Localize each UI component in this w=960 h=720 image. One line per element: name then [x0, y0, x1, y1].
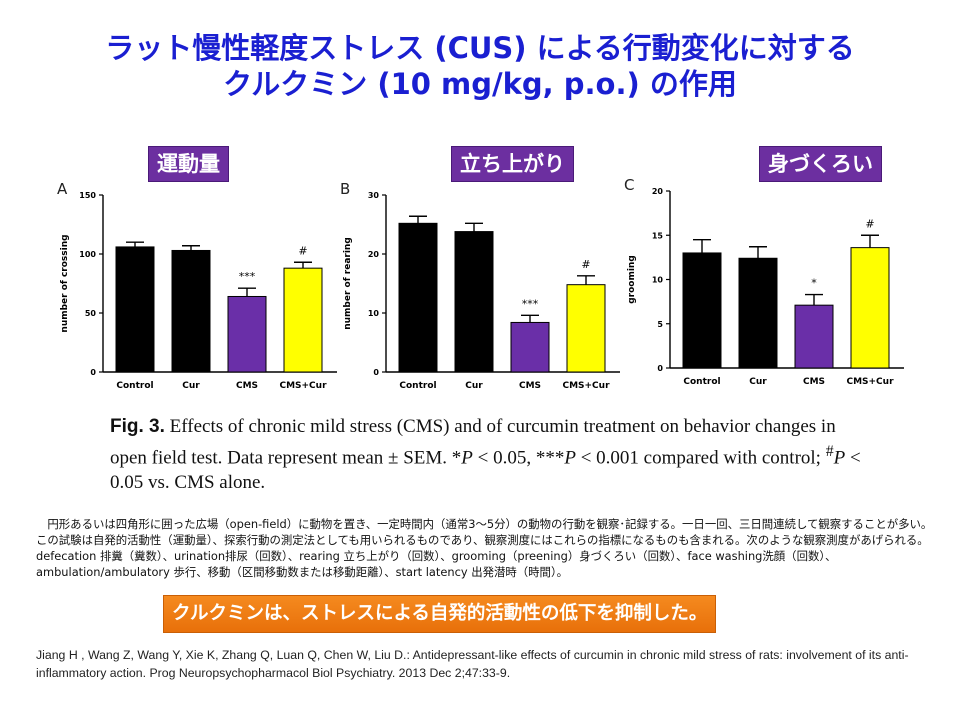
y-tick-label: 15 [652, 231, 664, 240]
x-tick-label: CMS+Cur [562, 381, 610, 391]
y-tick-label: 5 [657, 320, 663, 329]
method-description-text: 円形あるいは四角形に囲った広場（open-field）に動物を置き、一定時間内（… [36, 517, 933, 579]
section-label-rearing: 立ち上がり [451, 146, 574, 182]
bar-cms [794, 304, 834, 369]
y-tick-label: 0 [657, 364, 663, 373]
y-tick-label: 50 [85, 309, 97, 318]
method-description: 円形あるいは四角形に囲った広場（open-field）に動物を置き、一定時間内（… [36, 516, 936, 580]
y-tick-label: 10 [652, 276, 664, 285]
bar-cur [454, 231, 494, 373]
section-label-grooming: 身づくろい [759, 146, 882, 182]
panel-letter: B [340, 180, 350, 198]
figure-caption: Fig. 3. Effects of chronic mild stress (… [110, 414, 870, 495]
x-tick-label: CMS [803, 377, 825, 387]
chart-grooming: C 0 5 10 15 20 grooming Control Cur * CMS # CMS+Cur [624, 176, 904, 387]
caption-text-2: < 0.05, *** [472, 447, 565, 469]
panel-letter: A [57, 180, 68, 198]
y-tick-label: 10 [368, 309, 380, 318]
bar-cms-cur [850, 247, 890, 369]
caption-text-1: Effects of chronic mild stress (CMS) and… [110, 416, 836, 469]
bar-control [115, 246, 155, 373]
significance-mark: *** [239, 270, 256, 283]
caption-hash: # [825, 443, 834, 460]
y-tick-label: 20 [652, 187, 664, 196]
caption-text-4: < 0.05 vs. CMS alone. [110, 447, 861, 494]
x-tick-label: CMS+Cur [846, 377, 894, 387]
x-tick-label: Cur [749, 377, 767, 387]
bar-cms-cur [566, 284, 606, 373]
caption-p-2: P [564, 447, 576, 469]
y-tick-label: 0 [90, 368, 96, 377]
caption-text-3: < 0.001 compared with control; [575, 447, 826, 469]
section-label-locomotion: 運動量 [148, 146, 229, 182]
y-axis-label: grooming [627, 255, 637, 304]
title-line-2: クルクミン (10 mg/kg, p.o.) の作用 [223, 67, 737, 101]
significance-mark: # [298, 244, 307, 257]
conclusion-banner: クルクミンは、ストレスによる自発的活動性の低下を抑制した。 [163, 595, 717, 633]
caption-p-1: P [461, 447, 473, 469]
chart-crossing: A 0 50 100 150 number of crossing Control Cur **… [57, 180, 337, 391]
bar-cms-cur [283, 267, 323, 373]
y-tick-label: 0 [373, 368, 379, 377]
significance-mark: # [581, 258, 590, 271]
bar-cur [171, 249, 211, 373]
caption-fig-label: Fig. 3. [110, 416, 165, 437]
x-tick-label: Control [399, 381, 436, 391]
y-tick-label: 30 [368, 191, 380, 200]
bar-control [398, 222, 438, 373]
x-tick-label: Cur [182, 381, 200, 391]
y-tick-label: 100 [79, 250, 96, 259]
x-tick-label: CMS [519, 381, 541, 391]
bar-cms [227, 295, 267, 373]
x-tick-label: Control [683, 377, 720, 387]
x-tick-label: CMS+Cur [279, 381, 327, 391]
x-tick-label: Cur [465, 381, 483, 391]
significance-mark: # [865, 217, 874, 230]
bar-cms [510, 321, 550, 373]
x-tick-label: Control [116, 381, 153, 391]
significance-mark: * [811, 277, 817, 290]
y-axis-label: number of rearing [343, 237, 353, 330]
bar-cur [738, 257, 778, 369]
chart-rearing: B 0 10 20 30 number of rearing Control Cur *** CM… [340, 180, 620, 391]
x-tick-label: CMS [236, 381, 258, 391]
y-tick-label: 150 [79, 191, 96, 200]
title-line-1: ラット慢性軽度ストレス (CUS) による行動変化に対する [105, 31, 855, 65]
panel-letter: C [624, 176, 634, 194]
caption-p-3: P [833, 447, 846, 469]
y-tick-label: 20 [368, 250, 380, 259]
significance-mark: *** [522, 297, 539, 310]
y-axis-label: number of crossing [60, 234, 70, 332]
reference-citation: Jiang H , Wang Z, Wang Y, Xie K, Zhang Q… [36, 648, 909, 680]
bar-control [682, 252, 722, 369]
